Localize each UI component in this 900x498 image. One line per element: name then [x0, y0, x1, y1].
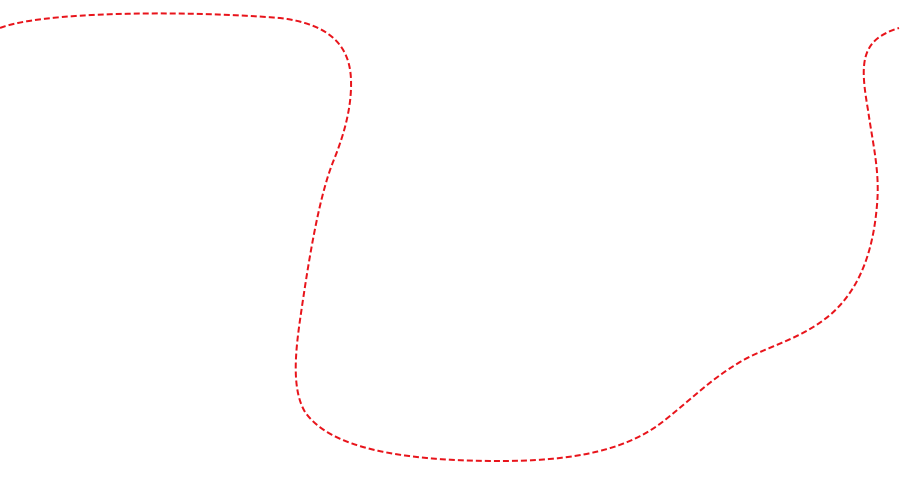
dashed-curve-path	[0, 12, 900, 463]
